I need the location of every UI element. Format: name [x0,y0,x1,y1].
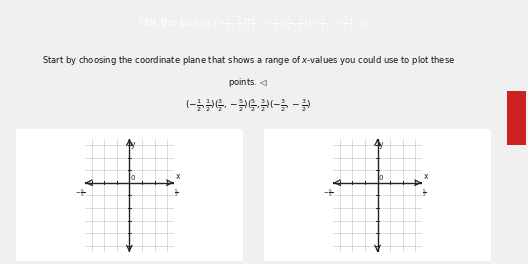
Text: y: y [379,140,383,149]
Text: 0: 0 [379,175,383,181]
Bar [507,91,526,145]
Text: Start by choosing the coordinate plane that shows a range of $x$-values you coul: Start by choosing the coordinate plane t… [42,54,455,67]
FancyBboxPatch shape [11,127,248,264]
Text: $\frac{5}{2}$: $\frac{5}{2}$ [422,187,427,199]
Text: points. $\triangleleft$: points. $\triangleleft$ [229,76,268,89]
Text: 0: 0 [130,175,135,181]
Text: $\frac{5}{2}$: $\frac{5}{2}$ [174,187,179,199]
Text: x: x [423,172,428,181]
Text: $-\frac{5}{2}$: $-\frac{5}{2}$ [74,187,84,199]
Text: $-\frac{5}{2}$: $-\frac{5}{2}$ [323,187,333,199]
FancyBboxPatch shape [259,127,496,264]
Text: y: y [130,140,135,149]
Text: Plot the points $(-\frac{1}{2}, \frac{1}{2})$$(\frac{3}{2}, -\frac{5}{2})$$(\fra: Plot the points $(-\frac{1}{2}, \frac{1}… [138,15,369,33]
Text: $(-\frac{1}{2}, \frac{1}{2})$$(\frac{3}{2}, -\frac{5}{2})$$(\frac{5}{2}, \frac{3: $(-\frac{1}{2}, \frac{1}{2})$$(\frac{3}{… [185,97,311,114]
Text: x: x [175,172,180,181]
